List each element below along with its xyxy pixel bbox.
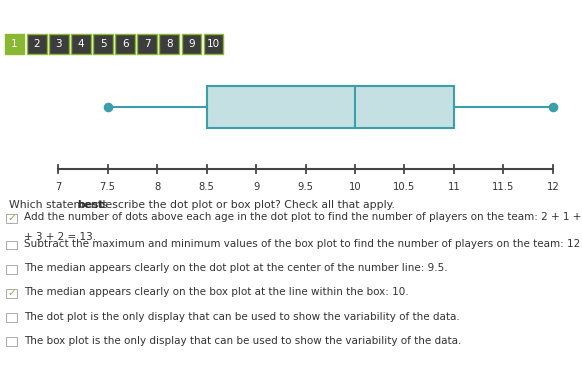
Text: 7.5: 7.5 [100, 182, 116, 192]
Text: best: best [77, 200, 104, 211]
Text: 3: 3 [55, 39, 62, 49]
Text: Which statements: Which statements [9, 200, 111, 211]
FancyBboxPatch shape [6, 337, 17, 346]
FancyBboxPatch shape [207, 86, 454, 127]
FancyBboxPatch shape [71, 34, 91, 54]
FancyBboxPatch shape [6, 214, 17, 223]
Text: Attempt 1: Attempt 1 [55, 8, 115, 21]
Text: Add the number of dots above each age in the dot plot to find the number of play: Add the number of dots above each age in… [24, 212, 582, 222]
Text: 11.5: 11.5 [492, 182, 514, 192]
FancyBboxPatch shape [6, 289, 17, 298]
FancyBboxPatch shape [6, 240, 17, 249]
Point [103, 104, 112, 110]
Text: 10: 10 [349, 182, 361, 192]
FancyBboxPatch shape [204, 34, 223, 54]
Text: The box plot is the only display that can be used to show the variability of the: The box plot is the only display that ca… [24, 336, 462, 346]
Text: 6: 6 [122, 39, 129, 49]
Text: ✓: ✓ [7, 288, 16, 298]
Text: 7: 7 [55, 182, 61, 192]
FancyBboxPatch shape [27, 34, 47, 54]
Text: The dot plot is the only display that can be used to show the variability of the: The dot plot is the only display that ca… [24, 311, 460, 322]
Text: 8.5: 8.5 [198, 182, 215, 192]
Text: 4: 4 [77, 39, 84, 49]
FancyBboxPatch shape [6, 313, 17, 322]
Text: 10.5: 10.5 [393, 182, 416, 192]
FancyBboxPatch shape [115, 34, 135, 54]
Text: 11: 11 [448, 182, 460, 192]
FancyBboxPatch shape [49, 34, 69, 54]
Text: ✓: ✓ [7, 213, 16, 223]
FancyBboxPatch shape [182, 34, 201, 54]
Text: 10: 10 [207, 39, 220, 49]
Text: The median appears clearly on the dot plot at the center of the number line: 9.5: The median appears clearly on the dot pl… [24, 263, 448, 273]
Text: The median appears clearly on the box plot at the line within the box: 10.: The median appears clearly on the box pl… [24, 287, 409, 297]
Text: Subtract the maximum and minimum values of the box plot to find the number of pl: Subtract the maximum and minimum values … [24, 239, 582, 249]
Text: 8: 8 [154, 182, 160, 192]
FancyBboxPatch shape [137, 34, 157, 54]
Text: %: % [42, 5, 53, 15]
Text: 1: 1 [11, 39, 18, 49]
Text: 5: 5 [100, 39, 107, 49]
Text: 8: 8 [166, 39, 173, 49]
Text: 12: 12 [546, 182, 559, 192]
FancyBboxPatch shape [6, 265, 17, 274]
Text: 100: 100 [8, 5, 48, 24]
Text: 9: 9 [253, 182, 259, 192]
Text: 9.5: 9.5 [297, 182, 314, 192]
Text: + 3 + 2 = 13.: + 3 + 2 = 13. [24, 232, 97, 242]
Text: describe the dot plot or box plot? Check all that apply.: describe the dot plot or box plot? Check… [95, 200, 395, 211]
FancyBboxPatch shape [5, 34, 24, 54]
FancyBboxPatch shape [93, 34, 113, 54]
Text: 7: 7 [144, 39, 151, 49]
Text: 2: 2 [33, 39, 40, 49]
FancyBboxPatch shape [159, 34, 179, 54]
Point [548, 104, 558, 110]
Text: 9: 9 [188, 39, 195, 49]
